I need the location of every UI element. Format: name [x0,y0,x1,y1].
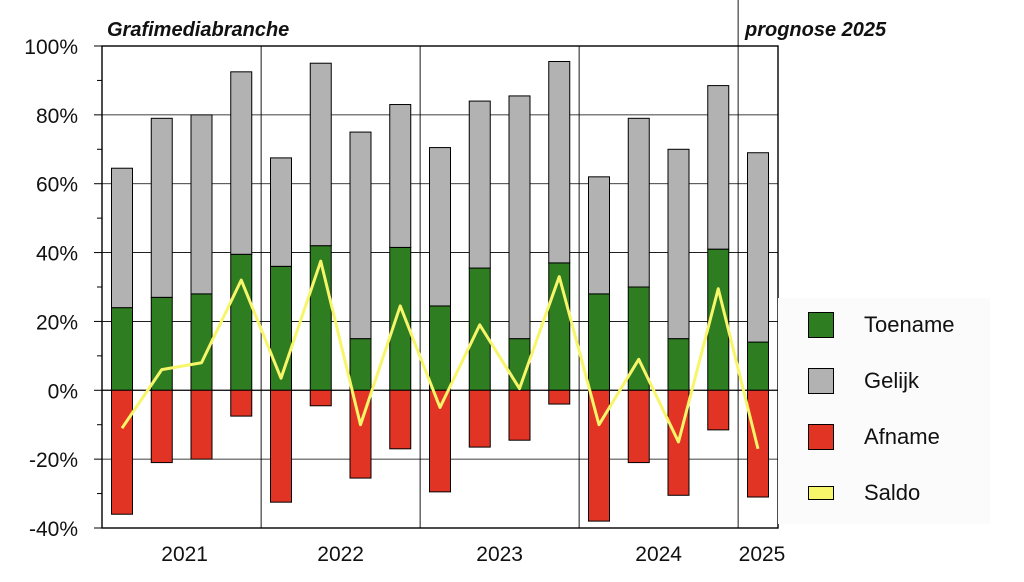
bar-afname [270,389,292,503]
bar-toename [270,265,292,391]
bar-toename [230,253,253,391]
legend-label-gelijk: Gelijk [864,368,920,393]
bar-gelijk [389,104,412,248]
y-tick-label: 60% [36,174,78,197]
bar-afname [588,389,610,522]
y-tick-label: 20% [36,311,78,334]
bar-toename [429,305,451,391]
bar-gelijk [588,176,610,295]
y-tick-label: -20% [29,449,78,472]
bar-toename [190,293,213,391]
bar-gelijk [190,114,213,295]
bar-afname [707,389,730,431]
bar-afname [309,389,332,407]
bar-afname [389,389,412,450]
bar-gelijk [707,85,730,250]
y-tick-label: 100% [24,36,78,59]
legend-item-afname: Afname [808,422,940,452]
bar-toename [588,293,610,391]
bar-gelijk [548,60,571,264]
legend-item-toename: Toename [808,310,955,340]
legend-swatch-afname [808,424,834,450]
y-tick-label: 0% [48,380,78,403]
bar-afname [508,389,531,441]
bar-afname [429,389,451,493]
bar-gelijk [627,117,650,288]
bar-gelijk [508,95,531,340]
x-year-label: 2024 [635,543,682,566]
bar-gelijk [747,152,769,343]
x-year-label: 2021 [161,543,208,566]
bar-afname [627,389,650,464]
legend-label-toename: Toename [864,312,955,337]
bar-gelijk [349,131,372,340]
x-year-label: 2022 [317,543,364,566]
bar-toename [389,246,412,391]
bar-toename [468,267,491,391]
legend: Toename Gelijk Afname Saldo [778,298,990,524]
bar-afname [111,389,133,515]
legend-item-saldo: Saldo [808,478,920,508]
bar-toename [747,341,769,391]
bar-afname [230,389,253,417]
legend-item-gelijk: Gelijk [808,366,919,396]
x-year-label: 2025 [739,543,786,566]
bar-afname [150,389,173,464]
bar-gelijk [270,157,292,267]
bar-toename [349,338,372,391]
bar-gelijk [309,62,332,247]
y-tick-label: 80% [36,105,78,128]
chart-title: Grafimediabranche [107,19,289,41]
bar-toename [150,296,173,391]
plot-frame [101,45,779,529]
bar-toename [667,338,690,391]
x-year-label: 2023 [476,543,523,566]
y-tick-label: -40% [29,518,78,541]
legend-swatch-toename [808,312,834,338]
bar-afname [468,389,491,448]
bar-afname [548,389,571,405]
y-tick-label: 40% [36,243,78,266]
legend-label-saldo: Saldo [864,480,921,505]
bar-toename [111,307,133,391]
bar-gelijk [111,167,133,309]
saldo-line [120,259,760,450]
bar-gelijk [230,71,253,255]
bar-afname [190,389,213,460]
bar-gelijk [150,117,173,298]
bar-gelijk [468,100,491,269]
legend-label-afname: Afname [864,424,940,449]
bar-gelijk [429,147,451,307]
forecast-title: prognose 2025 [744,19,887,41]
bar-gelijk [667,148,690,340]
legend-swatch-gelijk [808,368,834,394]
legend-swatch-saldo [808,486,834,500]
